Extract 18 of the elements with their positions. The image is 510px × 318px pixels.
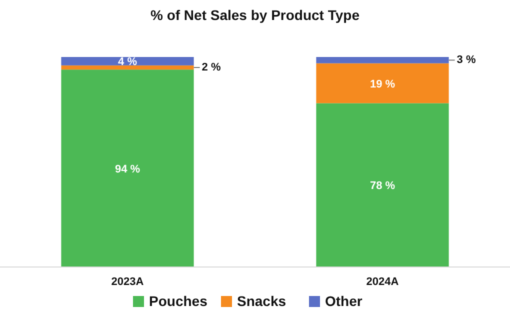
legend-label: Other: [325, 293, 363, 309]
bar: [316, 103, 449, 267]
bar: [316, 63, 449, 104]
bar: [61, 65, 194, 70]
bar: [61, 57, 194, 66]
x-tick-label: 2024A: [366, 276, 399, 288]
data-label: 4 %: [118, 56, 138, 68]
data-label: 94 %: [114, 163, 140, 176]
legend-label: Pouches: [149, 293, 208, 309]
data-label: 19 %: [370, 78, 396, 90]
data-label: 3 %: [456, 54, 476, 66]
data-label: 78 %: [370, 180, 396, 192]
data-label: 2 %: [202, 62, 221, 74]
legend-label: Snacks: [237, 293, 286, 309]
bar: [61, 70, 194, 267]
x-tick-label: 2023A: [111, 276, 144, 288]
bar: [316, 57, 449, 64]
chart-title: % of Net Sales by Product Type: [150, 7, 360, 23]
